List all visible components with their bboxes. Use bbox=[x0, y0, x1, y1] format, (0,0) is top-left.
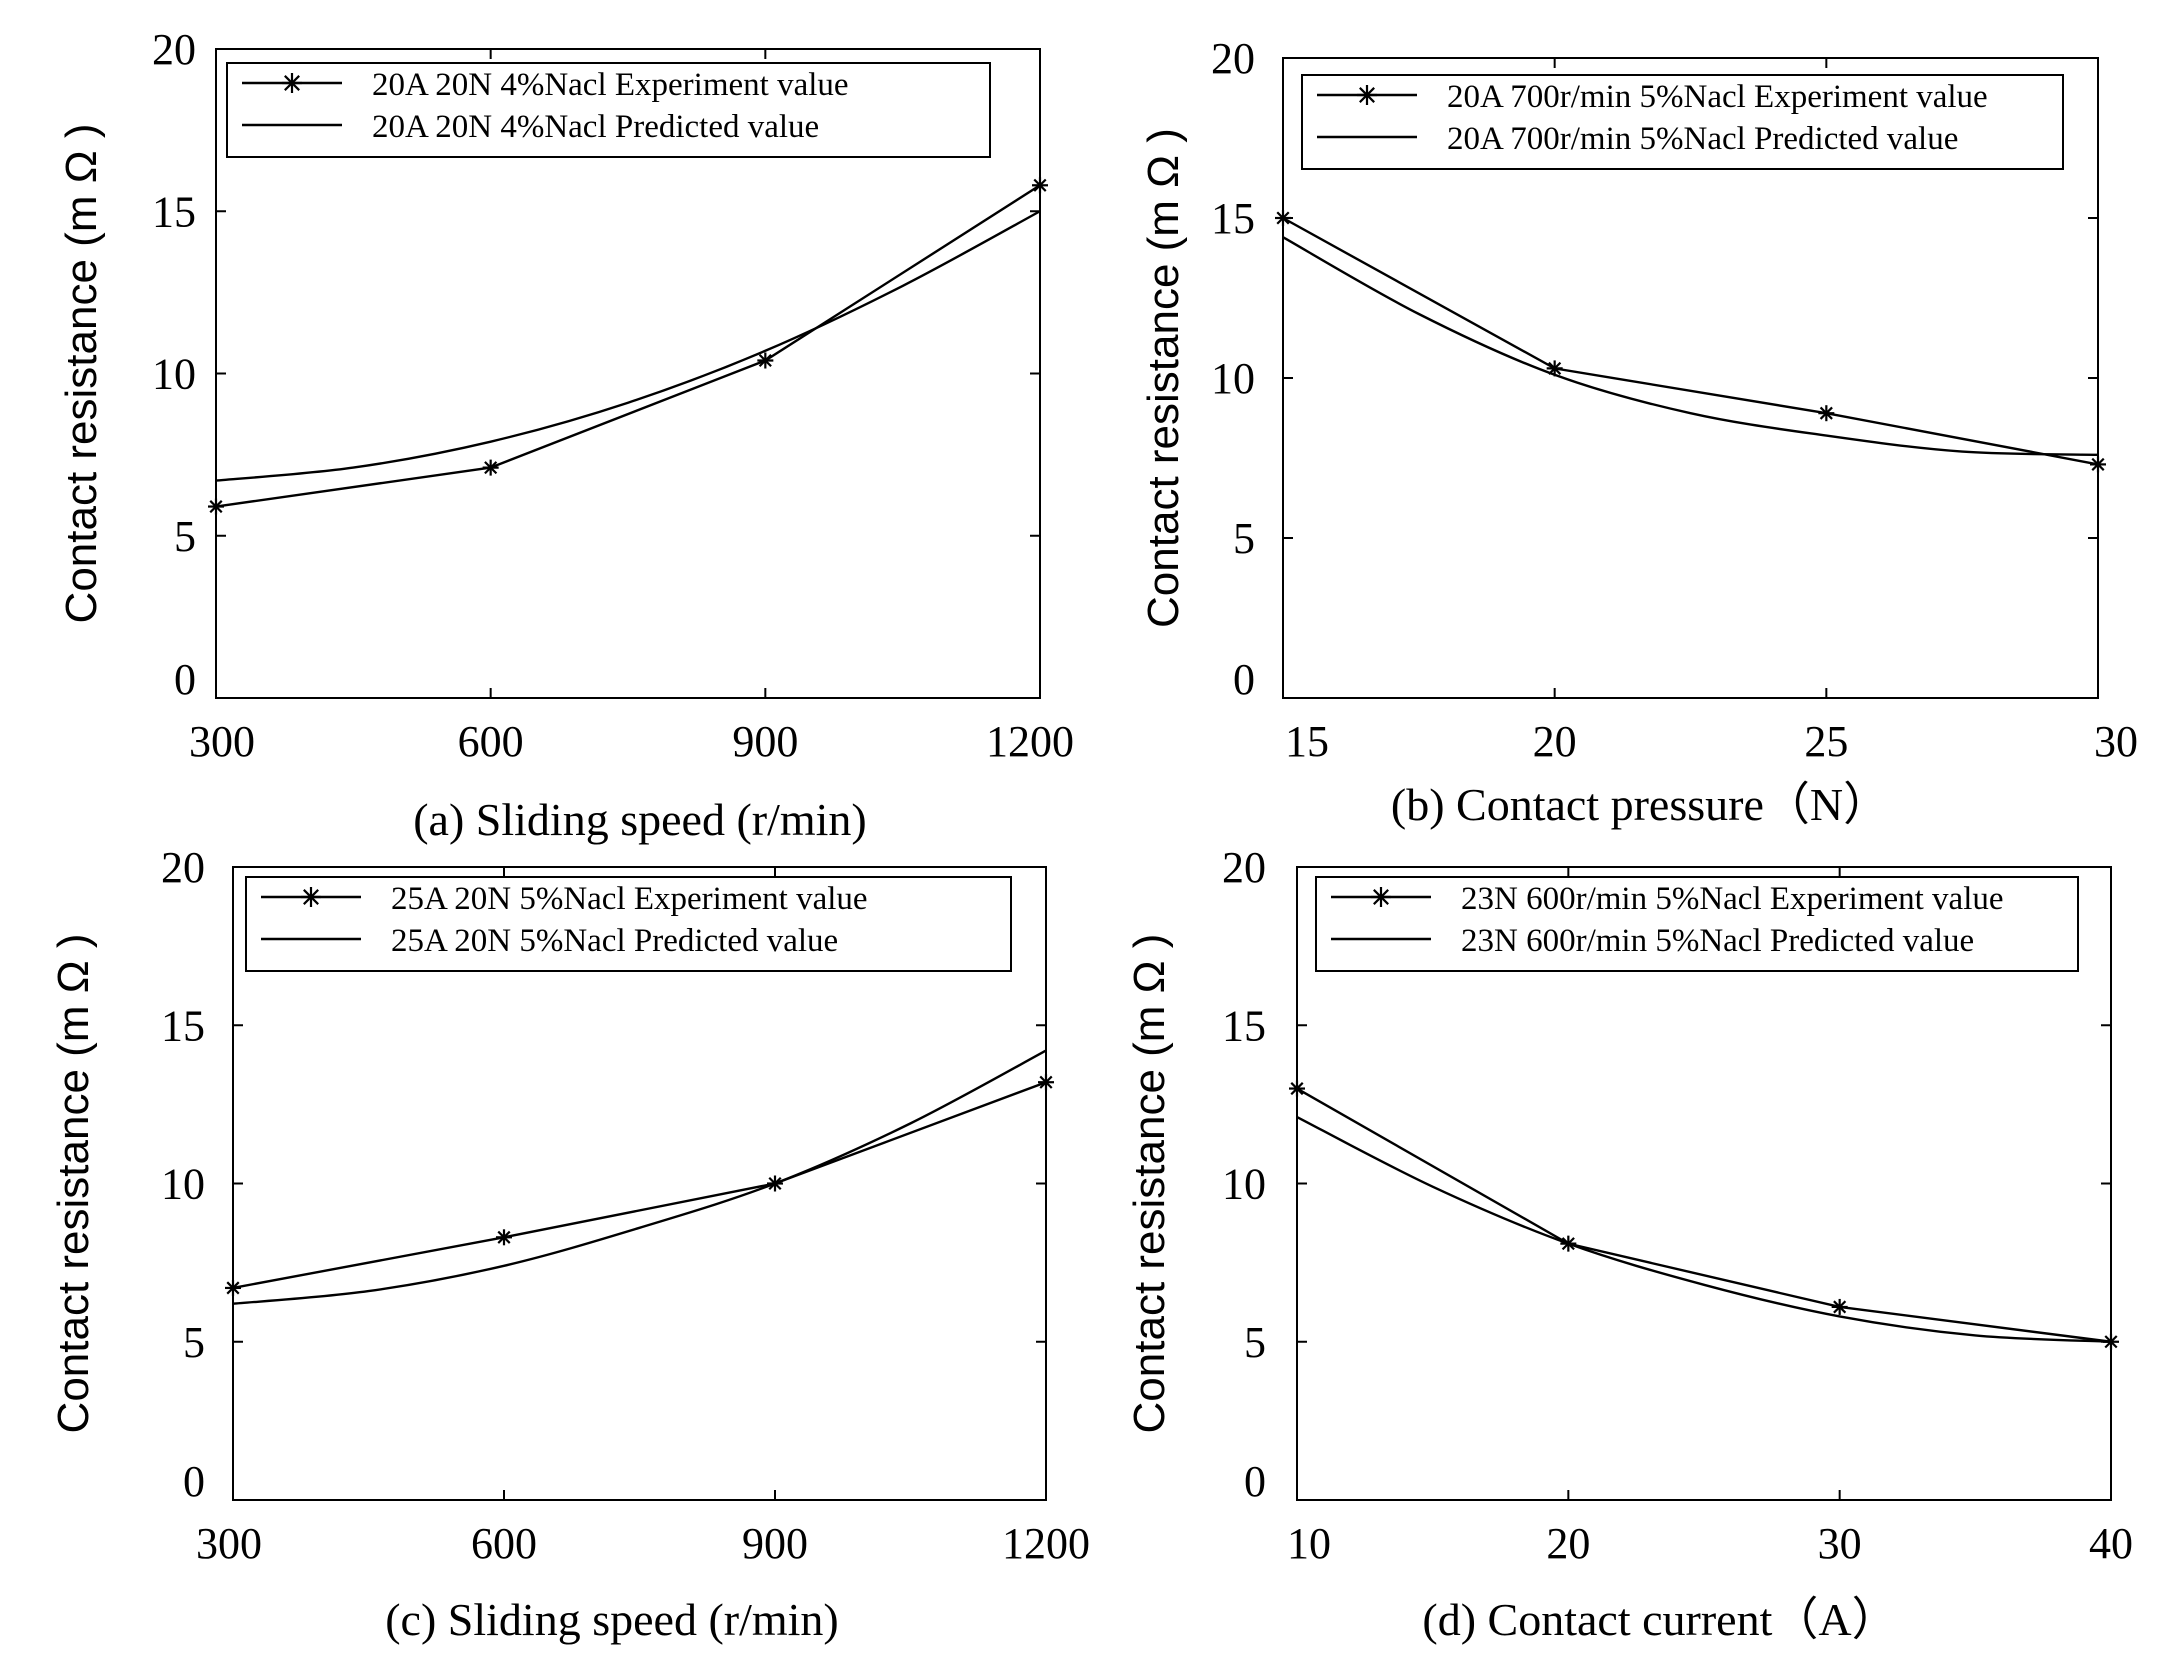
x-tick-label: 300 bbox=[189, 717, 255, 766]
y-tick-label: 10 bbox=[161, 1160, 205, 1209]
legend-label: 20A 20N 4%Nacl Experiment value bbox=[372, 67, 849, 103]
experiment-point-d2 bbox=[226, 1281, 240, 1295]
legend-label: 20A 20N 4%Nacl Predicted value bbox=[372, 109, 819, 145]
x-tick-label: 300 bbox=[196, 1519, 262, 1568]
panel-b: 15 20 25 30 0 5 10 15 20 (b) Contact pressure（N） C… bbox=[1139, 34, 2138, 830]
x-axis-label: (d) Contact current（A） bbox=[1422, 1594, 1897, 1645]
y-axis-label: Contact resistance (m Ω ) bbox=[57, 124, 106, 624]
panel-a: 300 600 900 1200 0 5 10 15 20 (a) Sliding speed (… bbox=[57, 25, 1074, 845]
x-axis-label: (a) Sliding speed (r/min) bbox=[413, 794, 867, 845]
legend-label: 25A 20N 5%Nacl Predicted value bbox=[391, 923, 838, 959]
y-tick-label: 10 bbox=[1222, 1160, 1266, 1209]
legend-box bbox=[226, 62, 991, 158]
experiment-point-d2 bbox=[1833, 1300, 1847, 1314]
x-axis-label: (b) Contact pressure（N） bbox=[1391, 779, 1889, 830]
y-tick-label: 15 bbox=[152, 187, 196, 236]
experiment-line bbox=[1296, 1087, 2112, 1343]
x-tick-label: 900 bbox=[732, 717, 798, 766]
predicted-curve bbox=[215, 210, 1041, 482]
legend-marker-d2 bbox=[1373, 889, 1389, 905]
y-tick-label: 15 bbox=[1211, 194, 1255, 243]
y-tick-label: 0 bbox=[174, 655, 196, 704]
y-axis-label: Contact resistance (m Ω ) bbox=[49, 934, 98, 1434]
legend-marker-d2 bbox=[1359, 87, 1375, 103]
y-tick-label: 0 bbox=[183, 1457, 205, 1506]
predicted-curve bbox=[1296, 1115, 2112, 1343]
experiment-point-d2 bbox=[1276, 211, 1290, 225]
x-tick-label: 1200 bbox=[986, 717, 1074, 766]
experiment-point-d2 bbox=[1819, 406, 1833, 420]
y-axis-label: Contact resistance (m Ω ) bbox=[1139, 128, 1188, 628]
y-tick-label: 15 bbox=[1222, 1001, 1266, 1050]
x-tick-label: 20 bbox=[1533, 717, 1577, 766]
experiment-point-d2 bbox=[758, 353, 772, 368]
y-tick-label: 5 bbox=[174, 512, 196, 561]
legend-label: 25A 20N 5%Nacl Experiment value bbox=[391, 881, 868, 917]
y-tick-label: 0 bbox=[1233, 655, 1255, 704]
panel-c: 300 600 900 1200 0 5 10 15 20 (c) Sliding speed (… bbox=[49, 843, 1090, 1645]
experiment-point-d2 bbox=[2091, 457, 2105, 471]
x-tick-label: 900 bbox=[742, 1519, 808, 1568]
predicted-curve bbox=[232, 1049, 1047, 1305]
x-tick-label: 30 bbox=[1818, 1519, 1862, 1568]
legend-box bbox=[1315, 876, 2079, 972]
x-tick-label: 10 bbox=[1287, 1519, 1331, 1568]
x-axis-label: (c) Sliding speed (r/min) bbox=[385, 1594, 839, 1645]
y-tick-label: 15 bbox=[161, 1001, 205, 1050]
y-tick-label: 10 bbox=[1211, 354, 1255, 403]
experiment-point-d2 bbox=[484, 461, 498, 475]
experiment-line bbox=[232, 1081, 1047, 1290]
x-tick-label: 40 bbox=[2089, 1519, 2133, 1568]
x-tick-label: 1200 bbox=[1002, 1519, 1090, 1568]
y-tick-label: 5 bbox=[1244, 1318, 1266, 1367]
y-tick-label: 20 bbox=[1222, 843, 1266, 892]
y-tick-label: 10 bbox=[152, 350, 196, 399]
predicted-curve bbox=[1282, 236, 2099, 456]
y-tick-label: 0 bbox=[1244, 1457, 1266, 1506]
y-tick-label: 5 bbox=[1233, 514, 1255, 563]
panel-d: 10 20 30 40 0 5 10 15 20 (d) Contact current（A） Co… bbox=[1125, 843, 2133, 1645]
x-tick-label: 20 bbox=[1546, 1519, 1590, 1568]
experiment-point-d2 bbox=[497, 1230, 511, 1244]
x-tick-label: 30 bbox=[2094, 717, 2138, 766]
experiment-line bbox=[1282, 216, 2099, 466]
experiment-line bbox=[215, 184, 1041, 508]
legend-box bbox=[245, 876, 1012, 972]
x-tick-label: 600 bbox=[458, 717, 524, 766]
experiment-point-d2 bbox=[1290, 1082, 1304, 1096]
x-tick-label: 15 bbox=[1285, 717, 1329, 766]
y-tick-label: 20 bbox=[1211, 34, 1255, 83]
y-tick-label: 20 bbox=[152, 25, 196, 74]
y-tick-label: 5 bbox=[183, 1318, 205, 1367]
y-axis-label: Contact resistance (m Ω ) bbox=[1125, 934, 1174, 1434]
experiment-point-d2 bbox=[1033, 178, 1047, 192]
legend-box bbox=[1301, 74, 2064, 170]
x-tick-label: 25 bbox=[1804, 717, 1848, 766]
legend-label: 23N 600r/min 5%Nacl Experiment value bbox=[1461, 881, 2004, 917]
legend-label: 20A 700r/min 5%Nacl Experiment value bbox=[1447, 79, 1988, 115]
legend-label: 20A 700r/min 5%Nacl Predicted value bbox=[1447, 121, 1958, 157]
experiment-point-d2 bbox=[1039, 1075, 1053, 1089]
y-tick-label: 20 bbox=[161, 843, 205, 892]
legend-label: 23N 600r/min 5%Nacl Predicted value bbox=[1461, 923, 1974, 959]
x-tick-label: 600 bbox=[471, 1519, 537, 1568]
legend-marker-d2 bbox=[284, 75, 300, 91]
experiment-point-d2 bbox=[209, 500, 223, 514]
legend-marker-d2 bbox=[303, 889, 319, 905]
